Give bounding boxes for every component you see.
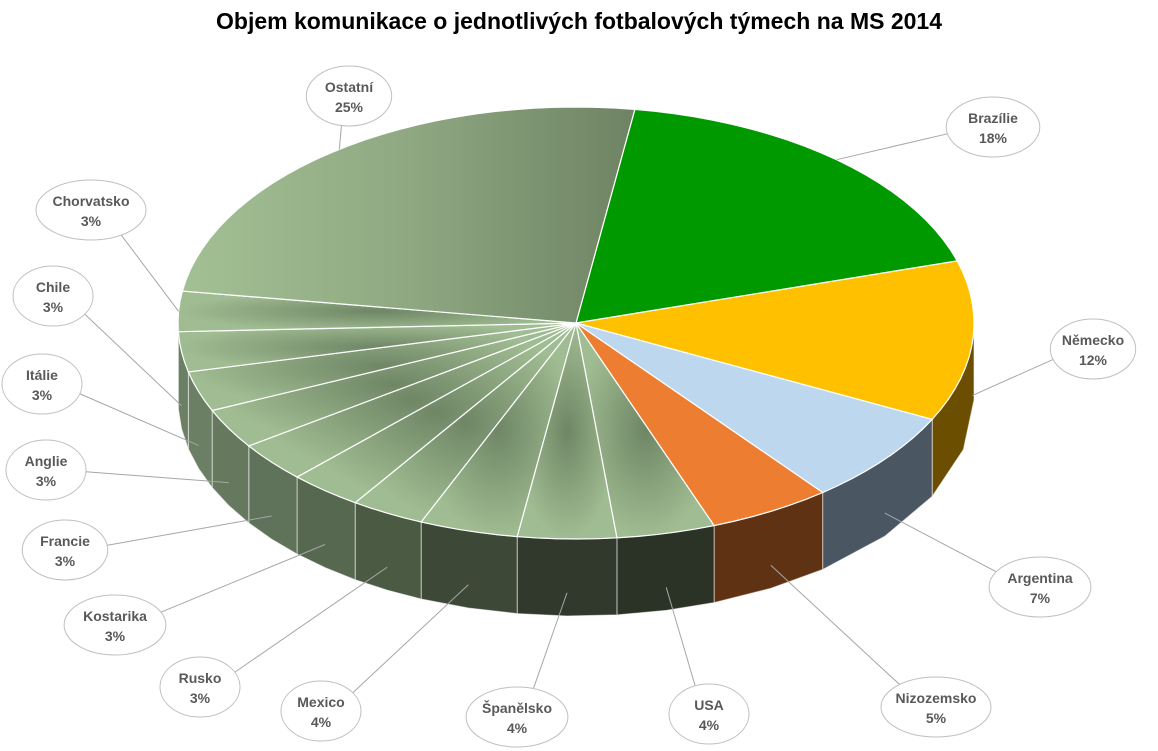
data-label-bubble <box>1049 318 1137 380</box>
data-label-bubble <box>63 594 167 656</box>
data-label-name: Chile <box>36 279 70 295</box>
data-label-5: Španělsko 4% <box>465 686 569 748</box>
data-label-name: Francie <box>40 533 90 549</box>
leader-lines <box>79 121 1056 695</box>
data-label-bubble <box>880 676 992 738</box>
data-label-bubble <box>21 519 109 581</box>
slice-4 <box>575 322 716 539</box>
data-label-value: 3% <box>32 387 53 403</box>
data-label-8: Kostarika 3% <box>63 594 167 656</box>
data-label-value: 18% <box>979 130 1008 146</box>
data-label-bubble <box>1 353 83 415</box>
slice-14 <box>181 106 636 324</box>
data-label-9: Francie 3% <box>21 519 109 581</box>
data-label-value: 3% <box>190 690 211 706</box>
data-label-bubble <box>159 656 241 718</box>
data-label-bubble <box>465 686 569 748</box>
leader-line-6 <box>351 584 469 695</box>
data-label-value: 3% <box>43 299 64 315</box>
data-label-2: Argentina 7% <box>988 556 1092 618</box>
data-label-value: 3% <box>36 473 57 489</box>
data-label-value: 5% <box>926 710 947 726</box>
data-label-1: Německo 12% <box>1049 318 1137 380</box>
slice-2 <box>575 322 934 494</box>
data-label-name: Španělsko <box>482 699 552 716</box>
data-label-name: Itálie <box>26 367 58 383</box>
data-label-value: 3% <box>105 628 126 644</box>
data-label-name: Mexico <box>297 694 344 710</box>
data-label-name: Ostatní <box>325 79 374 95</box>
leader-line-3 <box>770 564 906 691</box>
data-label-bubble <box>12 265 94 327</box>
data-label-name: Brazílie <box>968 110 1018 126</box>
data-label-bubble <box>35 179 147 241</box>
slice-5 <box>516 322 618 540</box>
data-label-value: 4% <box>507 720 528 736</box>
leader-line-10 <box>85 471 229 484</box>
leader-line-0 <box>836 131 954 161</box>
leader-line-11 <box>79 393 199 446</box>
data-label-value: 7% <box>1030 590 1051 606</box>
data-label-name: Anglie <box>25 453 68 469</box>
data-label-bubble <box>280 680 362 742</box>
leader-line-4 <box>665 587 697 690</box>
leader-line-1 <box>972 357 1056 396</box>
data-label-12: Chile 3% <box>12 265 94 327</box>
data-label-bubble <box>5 439 87 501</box>
data-label-7: Rusko 3% <box>159 656 241 718</box>
data-label-11: Itálie 3% <box>1 353 83 415</box>
slice-side-5 <box>516 536 618 617</box>
leader-line-7 <box>233 566 388 674</box>
pie-sides <box>177 322 975 617</box>
data-label-value: 3% <box>81 213 102 229</box>
data-label-name: Rusko <box>179 670 222 686</box>
data-label-13: Chorvatsko 3% <box>35 179 147 241</box>
slice-0 <box>575 108 959 324</box>
data-label-bubble <box>668 683 750 745</box>
data-label-value: 3% <box>55 553 76 569</box>
data-label-bubble <box>988 556 1092 618</box>
leader-line-14 <box>338 121 343 150</box>
data-label-bubble <box>945 96 1041 158</box>
slice-1 <box>575 260 975 421</box>
data-label-name: Kostarika <box>83 608 147 624</box>
data-label-14: Ostatní 25% <box>305 65 393 127</box>
data-label-3: Nizozemsko 5% <box>880 676 992 738</box>
data-label-bubble <box>305 65 393 127</box>
data-label-name: USA <box>694 697 724 713</box>
data-label-name: Argentina <box>1007 570 1073 586</box>
data-label-10: Anglie 3% <box>5 439 87 501</box>
data-label-value: 25% <box>335 99 364 115</box>
chart-title: Objem komunikace o jednotlivých fotbalov… <box>216 8 942 34</box>
data-labels: Brazílie 18% Německo 12% Argentina 7% Nizozems… <box>1 65 1137 748</box>
leader-line-2 <box>884 512 1005 577</box>
data-label-name: Chorvatsko <box>52 193 129 209</box>
leader-line-5 <box>531 592 568 694</box>
slice-side-4 <box>616 524 715 616</box>
data-label-name: Nizozemsko <box>896 690 977 706</box>
slice-3 <box>575 322 824 527</box>
leader-line-9 <box>104 515 272 547</box>
data-label-0: Brazílie 18% <box>945 96 1041 158</box>
data-label-6: Mexico 4% <box>280 680 362 742</box>
data-label-value: 4% <box>699 717 720 733</box>
pie-tops <box>177 106 975 540</box>
leader-line-13 <box>116 229 179 312</box>
data-label-name: Německo <box>1062 332 1124 348</box>
slice-6 <box>420 322 577 538</box>
data-label-4: USA 4% <box>668 683 750 745</box>
leader-line-8 <box>152 544 326 617</box>
data-label-value: 4% <box>311 714 332 730</box>
leader-line-12 <box>83 312 182 407</box>
data-label-value: 12% <box>1079 352 1108 368</box>
